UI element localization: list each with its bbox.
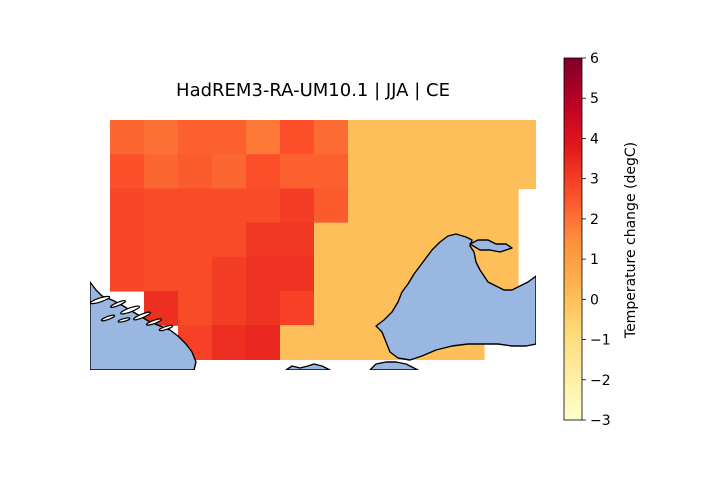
colorbar-tick-label: 4 [590,131,599,147]
grid-cell [212,120,247,155]
grid-cell [110,154,145,189]
island [133,311,151,321]
grid-cell [382,154,417,189]
grid-cell [450,188,485,224]
grid-cell [280,256,315,292]
island [158,324,174,332]
grid-cell [212,291,247,326]
grid-cell [348,222,383,258]
grid-cell [144,188,179,224]
grid-cell [382,188,417,224]
grid-cell [178,120,213,155]
colorbar-label: Temperature change (degC) [623,141,639,339]
island [109,300,127,308]
colorbar-tick-label: 0 [590,292,599,308]
grid-cell [314,120,349,155]
grid-cell [110,188,145,224]
grid-cell [144,154,179,189]
grid-cell [348,120,383,155]
grid-cell [246,325,281,360]
grid-cell [280,291,315,326]
grid-cell [246,188,281,224]
colorbar-tick-label: −3 [590,413,611,429]
grid-cell [212,154,247,189]
chart-title: HadREM3-RA-UM10.1 | JJA | CE [176,80,450,101]
grid-cell [246,256,281,292]
colorbar-gradient [563,57,583,421]
grid-cell [348,325,383,360]
sea-area [375,233,536,361]
grid-cell [144,222,179,258]
grid-cell [348,188,383,224]
grid-cell [246,222,281,258]
sea-area [469,239,513,253]
grid-cell [518,154,536,189]
grid-cell [484,120,519,155]
grid-cell [280,325,315,360]
island [100,314,116,322]
colorbar-tick-label: 6 [590,51,599,67]
grid-cell [178,291,213,326]
grid-cell [314,291,349,326]
grid-cell [110,256,145,292]
grid-cell [212,325,247,360]
colorbar-tick-label: 5 [590,91,599,107]
grid-cell [212,256,247,292]
grid-cell [382,120,417,155]
grid-cell [280,120,315,155]
grid-cell [212,188,247,224]
island [145,318,163,326]
grid-cell [416,188,451,224]
grid-cell [110,222,145,258]
colorbar-tick-label: −2 [590,373,611,389]
grid-cell [314,325,349,360]
grid-cell [212,222,247,258]
grid-cell [246,154,281,189]
grid-cell [178,154,213,189]
grid-cell [348,154,383,189]
grid-cell [280,222,315,258]
grid-cell [280,154,315,189]
grid-cell [450,120,485,155]
grid-cell [314,154,349,189]
grid-cell [178,256,213,292]
grid-cell [314,188,349,224]
grid-cell [246,291,281,326]
grid-cell [178,222,213,258]
island [119,305,141,315]
grid-cell [314,256,349,292]
sea-area [369,361,419,370]
grid-cell [382,222,417,258]
colorbar-tick-label: 2 [590,212,599,228]
sea-area [285,363,331,370]
grid-cell [484,188,519,224]
grid-cell [348,256,383,292]
island [90,295,111,305]
grid-cell [484,154,519,189]
grid-cell [314,222,349,258]
grid-cell [348,291,383,326]
grid-cell [110,120,145,155]
grid-cell [246,120,281,155]
colorbar-tick-label: 1 [590,252,599,268]
colorbar-tick-label: −1 [590,333,611,349]
grid-cell [518,120,536,155]
grid-cell [416,120,451,155]
grid-cell [144,256,179,292]
grid-cell [280,188,315,224]
grid-cell [416,154,451,189]
island [117,317,131,323]
grid-cell [178,188,213,224]
colorbar-tick-label: 3 [590,172,599,188]
grid-cell [144,120,179,155]
grid-cell [450,154,485,189]
